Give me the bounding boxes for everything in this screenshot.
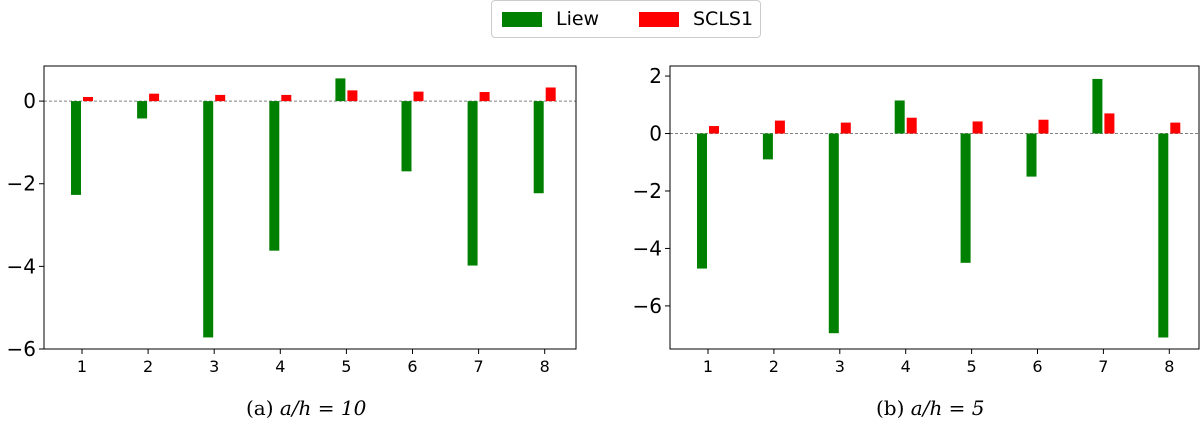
bar-b-liew-6	[1026, 133, 1037, 177]
x-tick-label-a-7: 7	[474, 357, 484, 376]
caption-a-prefix: (a)	[246, 396, 274, 420]
x-tick-label-a-3: 3	[209, 357, 219, 376]
x-tick-label-a-8: 8	[540, 357, 550, 376]
bar-a-scls1-5	[347, 90, 358, 102]
bar-a-liew-7	[467, 101, 478, 266]
y-tick-label-b-2: −2	[633, 179, 662, 203]
y-tick-label-a-3: 0	[23, 89, 36, 113]
legend: Liew SCLS1	[491, 0, 761, 38]
bar-a-scls1-7	[479, 92, 490, 102]
bar-a-liew-3	[203, 101, 214, 338]
bar-a-liew-5	[335, 78, 346, 102]
y-tick-label-a-2: −2	[7, 172, 36, 196]
legend-swatch-scls1	[639, 11, 679, 27]
bar-a-scls1-6	[413, 91, 424, 102]
legend-swatch-liew	[502, 11, 542, 27]
x-tick-label-b-4: 4	[901, 357, 911, 376]
bar-b-liew-2	[762, 133, 773, 160]
x-tick-label-a-6: 6	[407, 357, 417, 376]
y-tick-label-b-3: 0	[649, 122, 662, 146]
x-tick-label-b-8: 8	[1164, 357, 1174, 376]
bar-a-scls1-4	[281, 94, 292, 102]
bar-b-liew-1	[697, 133, 707, 269]
x-tick-label-a-5: 5	[341, 357, 351, 376]
legend-item-liew: Liew	[502, 8, 599, 30]
y-tick-label-b-4: 2	[649, 64, 662, 88]
bar-a-scls1-3	[215, 94, 226, 102]
caption-a-math: a/h = 10	[279, 396, 367, 420]
y-tick-label-a-0: −6	[7, 337, 36, 361]
axes-frame-a	[43, 65, 577, 350]
bar-a-scls1-1	[83, 96, 93, 102]
bar-b-liew-3	[828, 133, 839, 334]
bar-a-scls1-2	[149, 93, 160, 102]
bar-b-liew-7	[1092, 78, 1103, 134]
x-tick-label-a-2: 2	[143, 357, 153, 376]
x-tick-label-a-1: 1	[77, 357, 87, 376]
bar-b-scls1-5	[972, 121, 983, 134]
x-tick-label-b-7: 7	[1098, 357, 1108, 376]
bar-b-scls1-4	[906, 117, 917, 134]
y-tick-label-a-1: −4	[7, 254, 36, 278]
legend-label-liew: Liew	[556, 8, 600, 30]
bar-b-scls1-7	[1104, 113, 1115, 134]
bar-a-liew-6	[401, 101, 412, 172]
y-tick-label-b-0: −6	[633, 294, 662, 318]
x-tick-label-b-3: 3	[835, 357, 845, 376]
x-tick-label-b-6: 6	[1032, 357, 1042, 376]
bar-a-liew-4	[269, 101, 280, 251]
legend-label-scls1: SCLS1	[693, 8, 754, 30]
x-tick-label-b-2: 2	[769, 357, 779, 376]
axes-frame-b	[669, 65, 1200, 350]
bar-b-scls1-3	[840, 122, 851, 134]
legend-item-scls1: SCLS1	[639, 8, 753, 30]
x-tick-label-b-5: 5	[967, 357, 977, 376]
bar-a-scls1-8	[545, 87, 556, 102]
y-tick-label-b-1: −4	[633, 236, 662, 260]
caption-b-prefix: (b)	[876, 396, 905, 420]
caption-a: (a) a/h = 10	[246, 396, 366, 420]
bar-b-liew-4	[894, 100, 905, 134]
bar-b-liew-5	[960, 133, 971, 263]
bar-b-liew-8	[1158, 133, 1169, 338]
x-tick-label-b-1: 1	[703, 357, 713, 376]
bar-a-liew-2	[137, 101, 148, 119]
caption-b-math: a/h = 5	[910, 396, 985, 420]
bar-b-scls1-6	[1038, 119, 1049, 134]
x-tick-label-a-4: 4	[275, 357, 285, 376]
bar-a-liew-8	[533, 101, 544, 194]
bar-a-liew-1	[71, 101, 81, 195]
caption-b: (b) a/h = 5	[876, 396, 985, 420]
bar-b-scls1-1	[709, 126, 719, 134]
bar-b-scls1-8	[1170, 122, 1181, 134]
bar-b-scls1-2	[774, 120, 785, 134]
